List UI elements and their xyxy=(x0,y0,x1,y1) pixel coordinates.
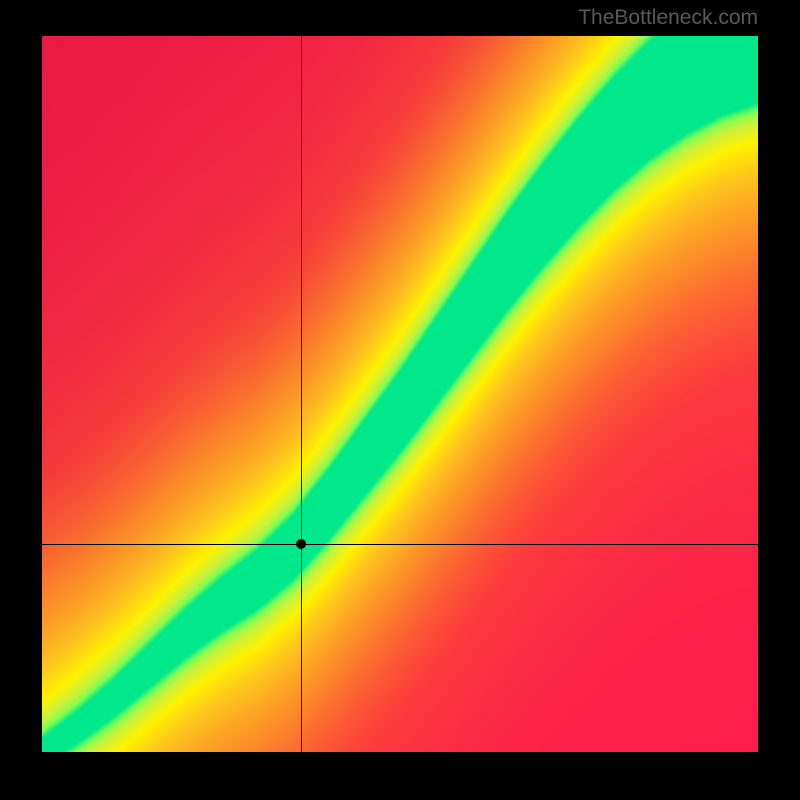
data-point-marker xyxy=(296,539,306,549)
crosshair-vertical xyxy=(301,36,302,752)
heatmap-plot xyxy=(42,36,758,752)
heatmap-canvas xyxy=(42,36,758,752)
watermark-text: TheBottleneck.com xyxy=(578,6,758,30)
crosshair-horizontal xyxy=(42,544,758,545)
